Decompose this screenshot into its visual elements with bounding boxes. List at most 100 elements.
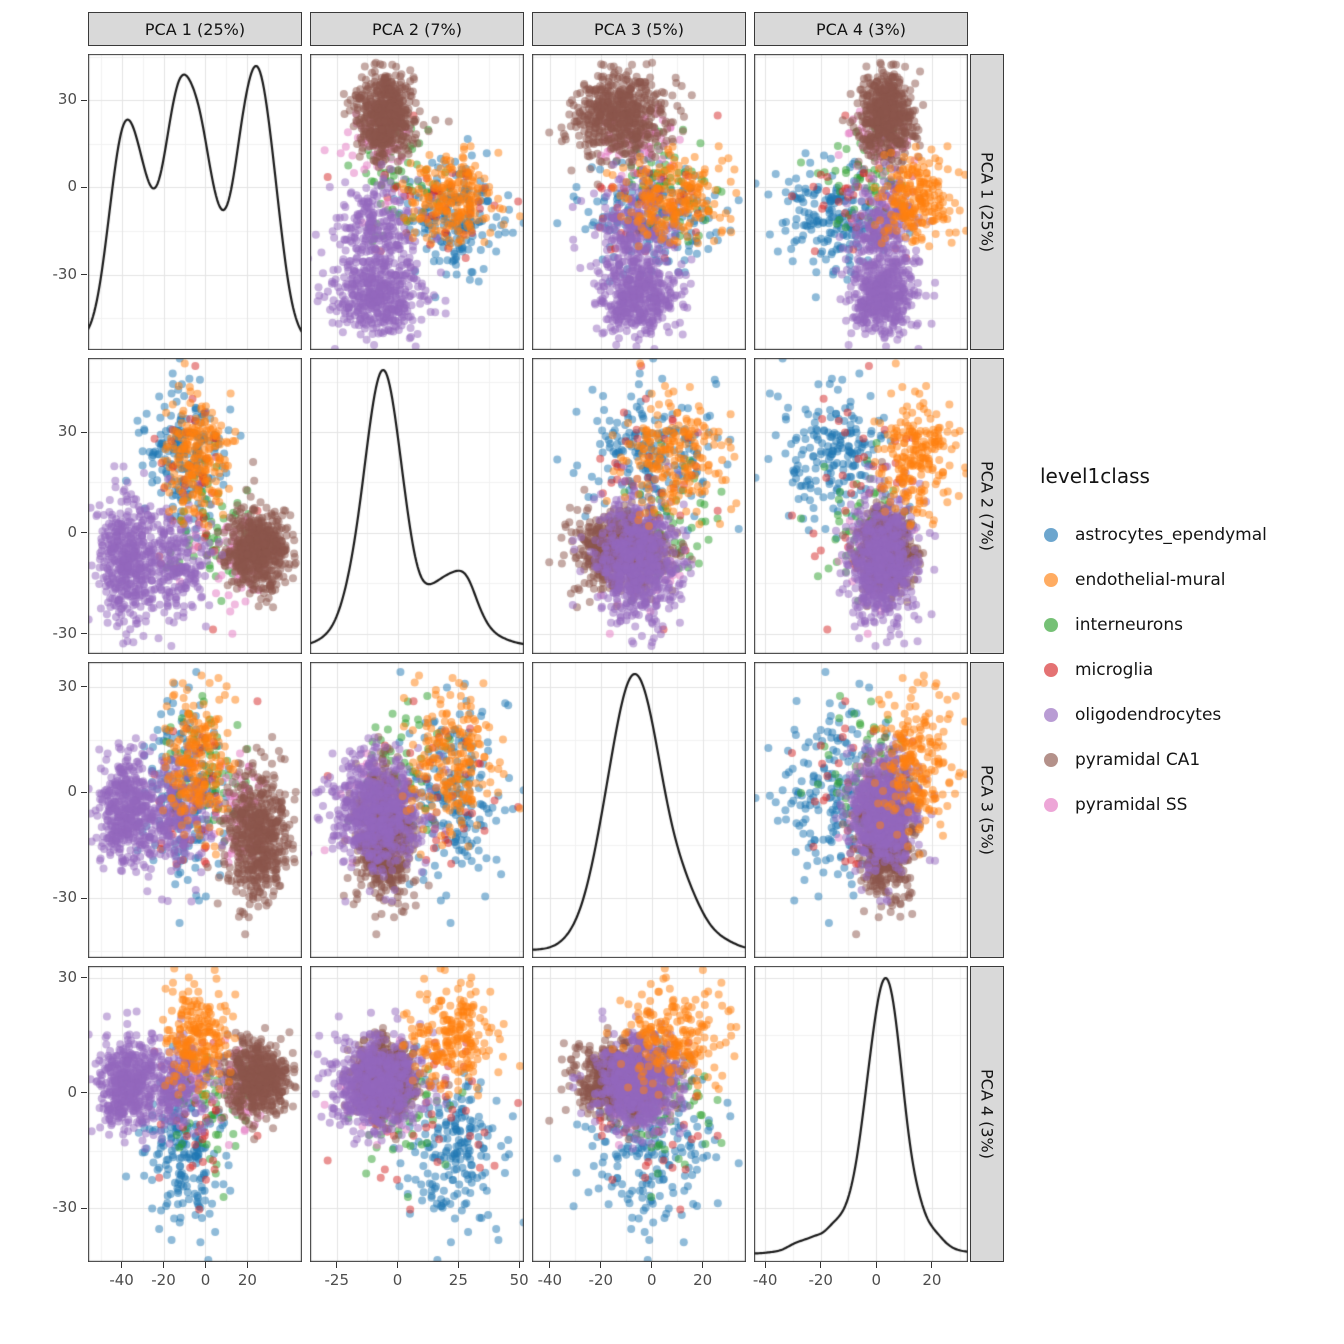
y-tick-label: 30 xyxy=(57,90,77,109)
legend-swatch-pyramidal-ss xyxy=(1044,797,1058,812)
panel-density-pca4 xyxy=(754,966,968,1262)
row-strip-pca3: PCA 3 (5%) xyxy=(970,662,1004,958)
panel-scatter-pca4-vs-pca2 xyxy=(754,358,968,654)
y-tick-label: 30 xyxy=(57,967,77,986)
y-tick-mark xyxy=(81,686,87,688)
y-tick-mark xyxy=(81,1207,87,1209)
y-tick-label: -30 xyxy=(52,1198,78,1217)
panel-density-pca2 xyxy=(310,358,524,654)
y-tick-label: -30 xyxy=(52,888,78,907)
x-tick-label: -40 xyxy=(537,1271,563,1289)
y-tick-mark xyxy=(81,99,87,101)
x-tick-label: -40 xyxy=(109,1271,134,1289)
panel-scatter-pca3-vs-pca2 xyxy=(532,358,746,654)
y-tick-mark xyxy=(81,274,87,276)
legend-swatch-astrocytes-ependymal xyxy=(1044,527,1058,542)
y-tick-mark xyxy=(81,532,87,534)
x-tick-label: -20 xyxy=(588,1271,614,1289)
x-tick-label: -40 xyxy=(752,1271,778,1289)
y-tick-label: -30 xyxy=(52,264,78,283)
x-tick-mark xyxy=(246,1262,248,1268)
x-tick-mark xyxy=(764,1262,766,1268)
x-tick-label: 0 xyxy=(200,1271,211,1289)
legend-item: astrocytes_ependymal xyxy=(1040,512,1267,557)
legend-swatch-endothelial-mural xyxy=(1044,572,1058,587)
x-tick-label: 20 xyxy=(237,1271,257,1289)
x-tick-mark xyxy=(518,1262,520,1268)
x-tick-label: -25 xyxy=(324,1271,350,1289)
legend: level1class astrocytes_ependymal endothe… xyxy=(1040,464,1267,827)
column-strip-pca2: PCA 2 (7%) xyxy=(310,12,524,46)
legend-item: oligodendrocytes xyxy=(1040,692,1267,737)
x-tick-mark xyxy=(336,1262,338,1268)
x-tick-mark xyxy=(702,1262,704,1268)
row-strip-pca2: PCA 2 (7%) xyxy=(970,358,1004,654)
panel-scatter-pca1-vs-pca4 xyxy=(88,966,302,1262)
panel-scatter-pca2-vs-pca1 xyxy=(310,54,524,350)
legend-swatch-oligodendrocytes xyxy=(1044,707,1058,722)
legend-item: microglia xyxy=(1040,647,1267,692)
x-tick-label: 50 xyxy=(509,1271,529,1289)
x-tick-label: 25 xyxy=(448,1271,468,1289)
panel-scatter-pca1-vs-pca3 xyxy=(88,662,302,958)
x-tick-mark xyxy=(875,1262,877,1268)
legend-label: interneurons xyxy=(1075,614,1183,635)
y-tick-label: 30 xyxy=(57,422,77,440)
panel-scatter-pca3-vs-pca4 xyxy=(532,966,746,1262)
legend-swatch-microglia xyxy=(1044,662,1058,677)
legend-label: pyramidal SS xyxy=(1075,794,1188,815)
x-tick-mark xyxy=(820,1262,822,1268)
x-tick-mark xyxy=(651,1262,653,1268)
legend-item: pyramidal CA1 xyxy=(1040,737,1267,782)
y-tick-mark xyxy=(81,897,87,899)
y-tick-label: 0 xyxy=(67,522,77,541)
panel-scatter-pca2-vs-pca4 xyxy=(310,966,524,1262)
x-tick-mark xyxy=(600,1262,602,1268)
legend-swatch-pyramidal-ca1 xyxy=(1044,752,1058,767)
legend-item: pyramidal SS xyxy=(1040,782,1267,827)
x-tick-mark xyxy=(121,1262,123,1268)
x-tick-label: 20 xyxy=(922,1271,942,1289)
y-tick-label: -30 xyxy=(52,623,78,642)
y-tick-mark xyxy=(81,1092,87,1094)
x-tick-mark xyxy=(457,1262,459,1268)
panel-scatter-pca2-vs-pca3 xyxy=(310,662,524,958)
legend-item: interneurons xyxy=(1040,602,1267,647)
panel-scatter-pca4-vs-pca1 xyxy=(754,54,968,350)
column-strip-pca4: PCA 4 (3%) xyxy=(754,12,968,46)
panel-scatter-pca1-vs-pca2 xyxy=(88,358,302,654)
legend-label: microglia xyxy=(1075,659,1154,680)
legend-item: endothelial-mural xyxy=(1040,557,1267,602)
panel-density-pca3 xyxy=(532,662,746,958)
y-tick-mark xyxy=(81,977,87,979)
y-tick-label: 0 xyxy=(67,1082,77,1101)
legend-swatch-interneurons xyxy=(1044,617,1058,632)
x-tick-mark xyxy=(204,1262,206,1268)
x-tick-mark xyxy=(931,1262,933,1268)
row-strip-pca4: PCA 4 (3%) xyxy=(970,966,1004,1262)
y-tick-mark xyxy=(81,431,87,433)
y-tick-mark xyxy=(81,791,87,793)
y-tick-label: 0 xyxy=(67,177,77,196)
x-tick-mark xyxy=(397,1262,399,1268)
x-tick-label: 0 xyxy=(646,1271,657,1289)
x-tick-label: 20 xyxy=(693,1271,713,1289)
column-strip-pca3: PCA 3 (5%) xyxy=(532,12,746,46)
y-tick-label: 0 xyxy=(67,782,77,801)
legend-label: astrocytes_ependymal xyxy=(1075,524,1267,545)
panel-scatter-pca3-vs-pca1 xyxy=(532,54,746,350)
panel-density-pca1 xyxy=(88,54,302,350)
y-tick-mark xyxy=(81,633,87,635)
x-tick-mark xyxy=(549,1262,551,1268)
row-strip-pca1: PCA 1 (25%) xyxy=(970,54,1004,350)
x-tick-label: -20 xyxy=(151,1271,176,1289)
y-tick-label: 30 xyxy=(57,676,77,695)
x-tick-label: 0 xyxy=(871,1271,882,1289)
column-strip-pca1: PCA 1 (25%) xyxy=(88,12,302,46)
panel-scatter-pca4-vs-pca3 xyxy=(754,662,968,958)
legend-label: endothelial-mural xyxy=(1075,569,1226,590)
legend-label: pyramidal CA1 xyxy=(1075,749,1201,770)
x-tick-label: -20 xyxy=(808,1271,833,1289)
legend-title: level1class xyxy=(1040,464,1150,488)
